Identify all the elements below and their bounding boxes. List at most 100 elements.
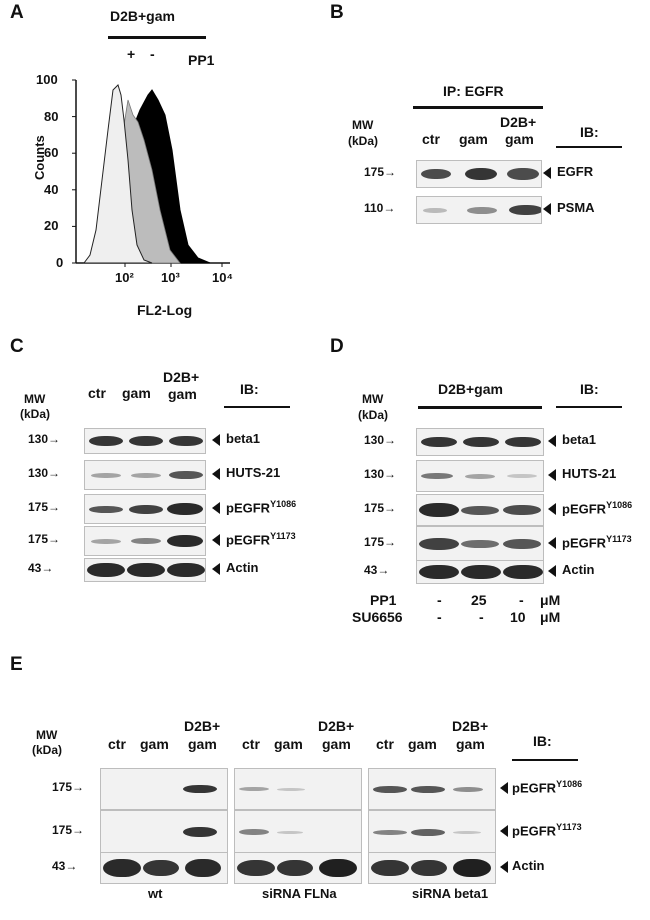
histogram bbox=[72, 79, 230, 267]
x-tick-label: 10⁴ bbox=[212, 270, 233, 285]
arrowhead-icon bbox=[212, 563, 220, 575]
target-name: PSMA bbox=[557, 200, 595, 215]
target-name: Actin bbox=[512, 858, 545, 873]
target-name: pEGFR bbox=[226, 532, 271, 548]
band bbox=[461, 565, 501, 579]
blot-strip bbox=[84, 428, 206, 454]
ib-bar-d bbox=[556, 406, 622, 408]
mw-marker: 130→ bbox=[28, 432, 61, 446]
blot-strip bbox=[368, 768, 496, 810]
panel-label-a: A bbox=[10, 2, 24, 23]
band bbox=[127, 563, 165, 577]
lane-label: gam bbox=[274, 736, 303, 752]
group-label: siRNA beta1 bbox=[412, 886, 489, 901]
lane-label: ctr bbox=[108, 736, 126, 752]
ib-bar-e bbox=[512, 759, 578, 761]
treatment-bar bbox=[108, 36, 206, 39]
su-val-2: - bbox=[479, 609, 484, 625]
mw-marker: 175→ bbox=[364, 501, 397, 515]
y-tick-label: 80 bbox=[44, 108, 59, 124]
target-site: Y1086 bbox=[556, 779, 583, 789]
pp1-label: PP1 bbox=[188, 52, 215, 68]
mw-label-d: MW bbox=[362, 392, 384, 406]
arrowhead-icon bbox=[548, 503, 556, 515]
su-val-1: - bbox=[437, 609, 442, 625]
blot-strip bbox=[100, 768, 228, 810]
treatment-label-d: D2B+gam bbox=[438, 381, 503, 397]
lane-label: gam bbox=[188, 736, 217, 752]
mw-marker: 130→ bbox=[364, 467, 397, 481]
lane-gam2-b: gam bbox=[505, 131, 534, 147]
band bbox=[131, 538, 161, 544]
mw-label-b: MW bbox=[352, 118, 374, 132]
band bbox=[185, 859, 221, 877]
band bbox=[131, 472, 161, 478]
arrowhead-icon bbox=[543, 167, 551, 179]
band bbox=[503, 565, 543, 579]
target-site: Y1173 bbox=[556, 822, 582, 832]
band bbox=[277, 787, 305, 791]
band bbox=[167, 535, 203, 547]
band bbox=[167, 563, 205, 577]
blot-strip bbox=[416, 460, 544, 492]
ib-target-label: pEGFRY1086 bbox=[512, 779, 582, 795]
ib-target-label: pEGFRY1173 bbox=[226, 531, 296, 547]
band bbox=[463, 437, 499, 447]
mw-marker: 175→ bbox=[52, 780, 85, 794]
band bbox=[507, 168, 539, 180]
band bbox=[237, 860, 275, 876]
mw-label-e: MW bbox=[36, 728, 58, 742]
ib-target-label: pEGFRY1173 bbox=[512, 822, 582, 838]
arrowhead-icon bbox=[548, 565, 556, 577]
su-val-3: 10 bbox=[510, 609, 526, 625]
blot-strip bbox=[100, 810, 228, 854]
arrowhead-icon bbox=[212, 502, 220, 514]
band bbox=[169, 471, 203, 479]
band bbox=[419, 538, 459, 550]
arrowhead-icon bbox=[212, 468, 220, 480]
ib-target-label: pEGFRY1173 bbox=[562, 534, 632, 550]
band bbox=[373, 785, 407, 793]
kda-label-b: (kDa) bbox=[348, 134, 379, 148]
target-name: beta1 bbox=[562, 432, 596, 447]
band bbox=[503, 539, 541, 549]
kda-label-c: (kDa) bbox=[20, 407, 51, 421]
ib-bar-c bbox=[224, 406, 290, 408]
target-name: pEGFR bbox=[562, 535, 607, 551]
target-name: beta1 bbox=[226, 431, 260, 446]
band bbox=[373, 829, 407, 835]
band bbox=[461, 505, 499, 515]
blot-strip bbox=[84, 460, 206, 490]
band bbox=[183, 785, 217, 793]
x-tick-label: 10³ bbox=[161, 270, 180, 285]
y-tick-label: 20 bbox=[44, 218, 59, 234]
ib-bar-b bbox=[556, 146, 622, 148]
band bbox=[411, 828, 445, 836]
blot-strip bbox=[416, 196, 542, 224]
group-label: siRNA FLNa bbox=[262, 886, 337, 901]
blot-strip bbox=[84, 494, 206, 524]
target-name: HUTS-21 bbox=[562, 466, 617, 481]
pp1-plus: + bbox=[127, 46, 136, 62]
arrowhead-icon bbox=[212, 534, 220, 546]
band bbox=[453, 830, 481, 834]
lane-gam-b: gam bbox=[459, 131, 488, 147]
target-name: pEGFR bbox=[512, 823, 557, 839]
lane-label: D2B+ bbox=[318, 718, 355, 734]
band bbox=[419, 503, 459, 517]
target-site: Y1173 bbox=[270, 531, 296, 541]
arrowhead-icon bbox=[543, 203, 551, 215]
blot-strip bbox=[416, 560, 544, 584]
ib-target-label: pEGFRY1086 bbox=[226, 499, 296, 515]
band bbox=[129, 436, 163, 446]
band bbox=[89, 436, 123, 446]
blot-strip bbox=[234, 768, 362, 810]
ib-target-label: pEGFRY1086 bbox=[562, 500, 632, 516]
y-tick-label: 100 bbox=[36, 72, 58, 87]
panel-label-d: D bbox=[330, 336, 344, 357]
ib-label-d: IB: bbox=[580, 381, 599, 397]
lane-label: gam bbox=[140, 736, 169, 752]
mw-marker: 175→ bbox=[28, 532, 61, 546]
band bbox=[169, 436, 203, 446]
band bbox=[91, 472, 121, 478]
